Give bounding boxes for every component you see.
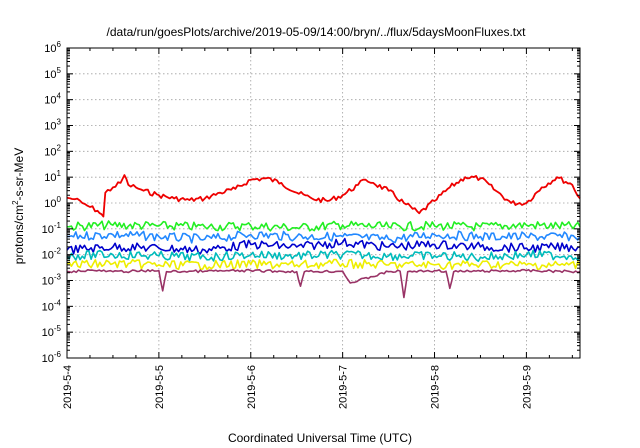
y-tick-label: 100 [44, 195, 61, 210]
y-tick-label: 106 [44, 40, 61, 55]
y-tick-label: 101 [44, 169, 61, 184]
y-tick-exponent: -4 [54, 298, 62, 307]
y-tick-base: 10 [42, 224, 54, 236]
y-tick-base: 10 [42, 353, 54, 365]
y-label-sup: 2 [11, 200, 20, 205]
chart-title: /data/run/goesPlots/archive/2019-05-09/1… [107, 25, 527, 39]
y-tick-exponent: 6 [57, 40, 62, 49]
y-tick-label: 103 [44, 118, 61, 133]
y-tick-base: 10 [44, 95, 56, 107]
y-tick-exponent: 4 [57, 92, 62, 101]
y-tick-base: 10 [44, 198, 56, 210]
y-tick-exponent: -6 [54, 350, 62, 359]
y-tick-label: 10-5 [42, 324, 62, 339]
x-tick-label: 2019-5-8 [430, 365, 442, 409]
y-label-base: protons/cm [12, 205, 26, 264]
y-tick-base: 10 [42, 301, 54, 313]
y-label-rest: -s-sr-MeV [12, 148, 26, 201]
y-tick-base: 10 [44, 121, 56, 133]
series-line [66, 230, 581, 244]
y-tick-base: 10 [42, 327, 54, 339]
x-tick-label: 2019-5-7 [338, 365, 350, 409]
y-tick-exponent: -2 [54, 247, 62, 256]
x-tick-labels: 2019-5-4 2019-5-5 2019-5-6 2019-5-7 2019-5-8… [62, 365, 533, 409]
y-tick-exponent: -5 [54, 324, 62, 333]
series-line [66, 258, 581, 271]
y-tick-label: 10-1 [42, 221, 62, 236]
y-tick-base: 10 [44, 69, 56, 81]
x-tick-label: 2019-5-6 [246, 365, 258, 409]
y-tick-exponent: 1 [57, 169, 62, 178]
grid-lines [67, 48, 580, 358]
series-line [66, 249, 581, 263]
y-tick-exponent: -1 [54, 221, 62, 230]
y-tick-label: 104 [44, 92, 61, 107]
y-tick-base: 10 [44, 146, 56, 158]
x-axis-label: Coordinated Universal Time (UTC) [228, 431, 412, 445]
x-tick-label: 2019-5-9 [521, 365, 533, 409]
y-tick-exponent: 2 [57, 143, 62, 152]
series-line [66, 174, 581, 218]
x-tick-label: 2019-5-5 [154, 365, 166, 409]
y-tick-base: 10 [42, 276, 54, 288]
series-line [67, 268, 581, 299]
series-line [66, 237, 581, 255]
series-line [66, 220, 581, 232]
y-tick-base: 10 [44, 43, 56, 55]
y-tick-label: 10-4 [42, 298, 62, 313]
axis-ticks [66, 47, 580, 359]
series-layer [66, 174, 581, 299]
y-axis-label: protons/cm2-s-sr-MeV [11, 148, 26, 264]
y-tick-exponent: 0 [57, 195, 62, 204]
y-tick-base: 10 [42, 250, 54, 262]
y-tick-label: 10-2 [42, 247, 62, 262]
y-tick-base: 10 [44, 172, 56, 184]
y-tick-exponent: 5 [57, 66, 62, 75]
y-tick-exponent: 3 [57, 118, 62, 127]
y-tick-label: 10-3 [42, 273, 62, 288]
y-tick-exponent: -3 [54, 273, 62, 282]
y-tick-labels: 10-610-510-410-310-210-11001011021031041… [42, 40, 62, 365]
x-tick-label: 2019-5-4 [62, 365, 74, 409]
y-tick-label: 10-6 [42, 350, 62, 365]
y-tick-label: 102 [44, 143, 61, 158]
y-tick-label: 105 [44, 66, 61, 81]
